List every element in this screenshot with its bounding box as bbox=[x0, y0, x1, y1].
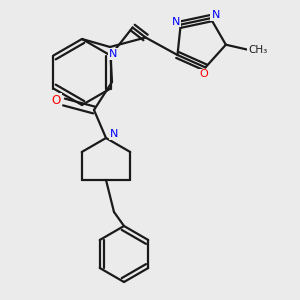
Text: CH₃: CH₃ bbox=[248, 45, 268, 55]
Text: N: N bbox=[172, 16, 180, 27]
Text: N: N bbox=[212, 10, 220, 20]
Text: N: N bbox=[109, 49, 117, 59]
Text: O: O bbox=[199, 69, 208, 80]
Text: N: N bbox=[110, 129, 118, 139]
Text: O: O bbox=[51, 94, 61, 106]
